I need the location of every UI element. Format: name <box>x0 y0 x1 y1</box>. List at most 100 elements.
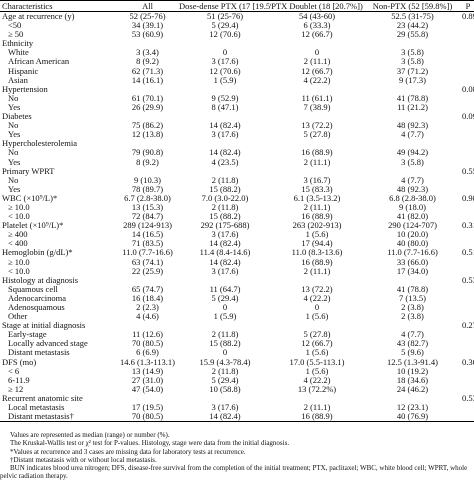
table-row-group: Diabetes 0.09 <box>0 112 474 121</box>
row-label: ≥ 10.0 <box>8 202 30 212</box>
row-label: Ethnicity <box>2 39 34 49</box>
table-row: Distant metastasis 6 (6.9) 0 1 (5.6) 5 (9.6) <box>0 348 474 357</box>
table-row: No 61 (70.1) 9 (52.9) 11 (61.1) 41 (78.8) <box>0 94 474 103</box>
header-ptx-doublet: PTX Doublet (18 [20.7%]) <box>271 0 363 12</box>
table-row: Yes 26 (29.9) 8 (47.1) 7 (38.9) 11 (21.2) <box>0 103 474 112</box>
row-label: African American <box>8 57 70 67</box>
row-label: Stage at initial diagnosis <box>2 321 86 331</box>
footnote-line: Values are represented as median (range)… <box>10 431 170 439</box>
cell-all: 6 (6.9) <box>136 348 159 358</box>
cell-non-ptx: 41 (78.8) <box>396 93 429 103</box>
cell-ptx-doublet: 54 (43-60) <box>298 11 336 21</box>
cell-dose-dense-ptx: 2 (11.8) <box>211 202 239 212</box>
row-label: Hypercholesterolemia <box>2 139 78 149</box>
cell-dose-dense-ptx <box>179 276 271 285</box>
cell-ptx-doublet: 11 (61.1) <box>301 93 333 103</box>
cell-all: 289 (124-913) <box>123 221 172 231</box>
table-row: No 75 (86.2) 14 (82.4) 13 (72.2) 48 (92.3) <box>0 121 474 130</box>
cell-all: 62 (71.3) <box>131 66 164 76</box>
cell-p-value: 0.08 <box>462 84 474 94</box>
row-label: Distant metastasis† <box>0 412 116 423</box>
cell-dose-dense-ptx: 0 <box>222 303 228 312</box>
cell-all: 75 (86.2) <box>131 121 164 131</box>
table-row: ≥ 10.0 13 (15.3) 2 (11.8) 2 (11.1) 9 (18.0) <box>0 203 474 212</box>
cell-all: 26 (29.9) <box>131 102 164 112</box>
row-label: No <box>8 93 19 103</box>
row-label: WBC (×10⁹/L)* <box>2 193 58 203</box>
cell-all: 8 (9.2) <box>136 157 159 167</box>
cell-non-ptx <box>363 321 462 330</box>
cell-ptx-doublet <box>271 394 363 403</box>
row-label: Primary WPRT <box>2 166 55 176</box>
cell-all: 27 (31.0) <box>131 375 164 385</box>
cell-p-value: 0.89 <box>462 11 474 21</box>
cell-dose-dense-ptx: 3 (17.6) <box>211 403 239 413</box>
cell-all: 72 (84.7) <box>131 212 164 222</box>
cell-non-ptx: 40 (80.0) <box>396 239 429 249</box>
cell-non-ptx: 12.5 (1.3-91.4) <box>387 357 438 367</box>
table-row-group: Hemoglobin (g/dL)* 11.0 (7.7-16.6) 11.4 (8… <box>0 248 474 257</box>
cell-ptx-doublet: 15 (83.3) <box>301 184 333 194</box>
row-label: Yes <box>8 184 21 194</box>
table-row-group: Histology at diagnosis 0.53 <box>0 276 474 285</box>
cell-p-value <box>462 158 474 167</box>
row-label: ≥ 50 <box>8 30 24 40</box>
cell-non-ptx: 40 (76.9) <box>363 412 462 423</box>
row-label: Locally advanced stage <box>8 339 88 349</box>
table-row-group: Stage at initial diagnosis 0.27 <box>0 321 474 330</box>
row-label: < 10.0 <box>8 266 30 276</box>
cell-non-ptx: 2 (3.8) <box>401 312 424 322</box>
table-row: No 79 (90.8) 14 (82.4) 16 (88.9) 49 (94.2) <box>0 148 474 157</box>
cell-p-value <box>462 103 474 112</box>
cell-dose-dense-ptx: 0 <box>222 48 228 58</box>
cell-dose-dense-ptx <box>179 321 271 330</box>
row-label: Age at recurrence (y) <box>2 11 75 21</box>
cell-non-ptx <box>363 167 462 176</box>
table-row-group: Ethnicity <box>0 39 474 48</box>
cell-ptx-doublet: 6 (33.3) <box>303 21 331 31</box>
cell-ptx-doublet: 0 <box>314 48 320 58</box>
table-row: < 6 13 (14.9) 2 (11.8) 1 (5.6) 10 (19.2) <box>0 367 474 376</box>
cell-all: 52 (25-76) <box>129 11 166 21</box>
cell-dose-dense-ptx: 5 (29.4) <box>211 293 239 303</box>
cell-dose-dense-ptx: 9 (52.9) <box>211 93 239 103</box>
cell-non-ptx: 11 (21.2) <box>397 102 428 112</box>
cell-all: 78 (89.7) <box>131 184 164 194</box>
cell-p-value <box>462 94 474 103</box>
cell-all: 14.6 (1.3-113.1) <box>120 357 175 367</box>
cell-ptx-doublet: 2 (11.1) <box>303 266 331 276</box>
cell-non-ptx: 7 (13.5) <box>399 293 426 303</box>
cell-all: 70 (80.5) <box>131 339 164 349</box>
row-label: Diabetes <box>2 112 32 122</box>
cell-dose-dense-ptx: 14 (82.4) <box>209 148 241 158</box>
footnote-line: pelvic radiation therapy. <box>0 472 68 481</box>
cell-all: 4 (4.6) <box>136 312 159 322</box>
cell-non-ptx: 10 (19.2) <box>396 366 429 376</box>
cell-p-value <box>462 39 474 48</box>
cell-all: 11.0 (7.7-16.6) <box>122 248 173 258</box>
cell-p-value <box>462 212 474 221</box>
cell-all: 53 (60.9) <box>131 30 164 40</box>
cell-all <box>116 139 179 148</box>
cell-non-ptx: 4 (7.7) <box>401 330 424 340</box>
table-row-group: DFS (mo) 14.6 (1.3-113.1) 15.9 (4.3-78.4) 1… <box>0 358 474 367</box>
cell-p-value <box>462 76 474 85</box>
cell-ptx-doublet: 16 (88.9) <box>271 412 363 423</box>
cell-non-ptx <box>363 139 462 148</box>
row-label: Adenosquamous <box>8 303 65 312</box>
cell-non-ptx <box>363 39 462 48</box>
table-row: Asian 14 (16.1) 1 (5.9) 4 (22.2) 9 (17.3) <box>0 76 474 85</box>
cell-ptx-doublet: 1 (5.6) <box>305 230 329 240</box>
cell-dose-dense-ptx: 15 (88.2) <box>209 184 241 194</box>
cell-p-value <box>462 185 474 194</box>
row-label: No <box>8 121 19 131</box>
cell-non-ptx: 41 (78.8) <box>396 284 429 294</box>
cell-ptx-doublet: 7 (38.9) <box>303 102 331 112</box>
cell-dose-dense-ptx: 12 (70.6) <box>209 66 241 76</box>
row-label: Adenocarcinoma <box>8 293 67 303</box>
row-label: Platelet (×10⁹/L)* <box>2 221 64 231</box>
cell-ptx-doublet: 13 (72.2) <box>301 284 333 294</box>
row-label: No <box>8 148 19 158</box>
row-label: Asian <box>8 75 28 85</box>
cell-ptx-doublet: 0 <box>314 303 320 312</box>
